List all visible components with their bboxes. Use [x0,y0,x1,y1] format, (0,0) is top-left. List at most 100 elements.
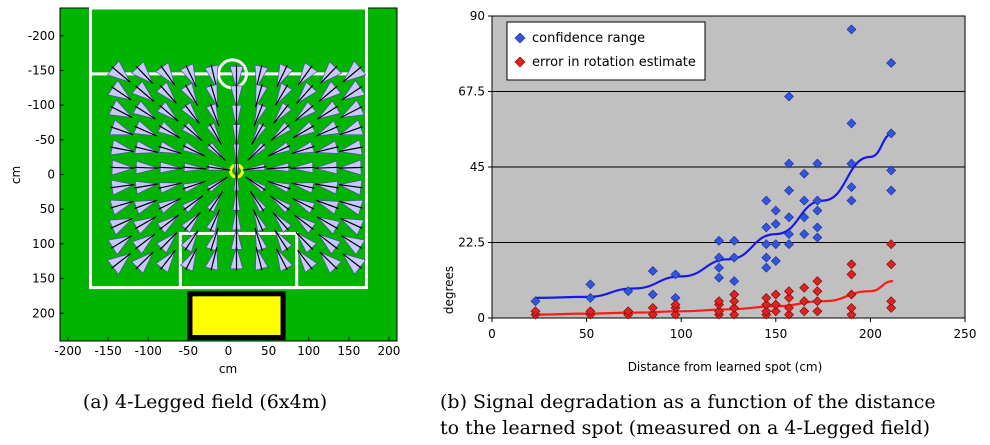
orientation-arrow [182,166,207,170]
confidence-point [714,272,724,283]
orientation-arrow [110,126,134,136]
orientation-arrow [338,166,363,169]
orientation-arrow [294,104,314,122]
error-point [770,306,781,317]
confidence-point [761,252,772,263]
confidence-point [585,292,596,303]
orientation-arrow [319,251,338,270]
orientation-arrow [255,64,263,89]
x-tick-label: 200 [378,344,401,358]
x-tick-label: 150 [337,344,360,358]
error-point [886,296,897,307]
orientation-arrow [294,214,314,230]
error-point [761,292,772,303]
confidence-point [799,195,810,206]
grid-lines [492,15,965,243]
orientation-arrow [110,184,135,189]
degradation-chart: 0 50 100 150 200 250 0 22.5 45 67.5 90 confidence… [440,9,976,439]
orientation-arrow [184,104,200,124]
confidence-point [714,235,724,246]
error-point [714,306,724,317]
x-axis-label: Distance from learned spot (cm) [628,360,823,374]
orientation-arrow [247,143,266,161]
confidence-point [784,239,794,250]
orientation-arrow [341,235,363,249]
orientation-arrow [158,145,182,155]
error-point [670,299,681,310]
orientation-arrow [340,217,363,229]
legend-marker-error [514,56,526,68]
orientation-arrow [158,182,183,189]
error-point [799,296,810,307]
y-tick-label: 22.5 [458,236,485,250]
orientation-arrow [267,180,291,190]
orientation-arrow [135,251,154,270]
error-point [846,289,857,300]
orientation-arrow [110,200,134,209]
confidence-point [585,279,596,290]
y-tick-label: 90 [470,9,485,23]
orientation-arrow [135,65,154,84]
orientation-arrow [206,166,231,171]
orientation-arrow [274,84,289,106]
orientation-arrow [111,66,131,83]
orientation-arrow [110,105,133,119]
orientation-arrow [242,166,267,171]
orientation-arrow [297,65,313,86]
y-ticks: 0 22.5 45 67.5 90 [458,9,492,325]
confidence-point [770,205,781,216]
orientation-arrow [210,64,218,89]
y-tick-label: 150 [32,272,55,286]
confidence-point [846,158,857,169]
error-point [761,299,772,310]
orientation-arrow [276,64,288,87]
confidence-point [846,182,857,193]
orientation-arrow [316,125,339,137]
x-tick-label: 100 [297,344,320,358]
x-tick-label: 250 [954,327,977,341]
confidence-point [729,252,740,263]
x-ticks: 0 50 100 150 200 250 [488,318,976,341]
orientation-arrow [272,211,290,231]
orientation-arrow [134,146,158,153]
legend-label-error: error in rotation estimate [532,55,696,70]
error-point [799,282,810,293]
confidence-point [886,58,897,68]
confidence-point [812,232,823,243]
legend-marker-confidence [514,32,526,44]
confidence-point [784,91,794,102]
error-point [530,306,541,317]
confidence-point [761,239,772,250]
orientation-arrow [184,84,199,106]
error-point [729,296,740,307]
x-axis-label: cm [219,362,237,376]
orientation-arrow [253,103,264,127]
error-point [846,309,857,320]
orientation-arrow [250,191,265,212]
x-tick-label: -150 [95,344,122,358]
y-ticks: -200 -150 -100 -50 0 50 100 150 200 [28,29,64,320]
x-tick-label: 50 [261,344,276,358]
error-point [585,306,596,317]
y-tick-label: 0 [47,168,55,182]
orientation-arrow [210,227,219,252]
y-tick-label: 0 [477,311,485,325]
x-tick-label: -50 [179,344,199,358]
orientation-arrow [183,124,203,142]
confidence-point [812,195,823,206]
orientation-arrow [339,146,363,153]
error-point [846,302,857,313]
field-figure: -200 -150 -100 -50 0 50 100 150 200 -200 -150 -100… [9,6,401,413]
orientation-arrow [134,105,156,120]
error-point [812,276,823,287]
orientation-arrow [318,85,338,102]
error-point [846,269,857,280]
confidence-point [729,235,740,246]
orientation-arrow [210,83,219,108]
orientation-arrow [315,199,339,210]
orientation-arrow [158,166,183,169]
orientation-arrow [134,125,157,137]
x-tick-label: 0 [225,344,233,358]
orientation-arrow [270,124,290,142]
orientation-arrow [297,250,313,270]
